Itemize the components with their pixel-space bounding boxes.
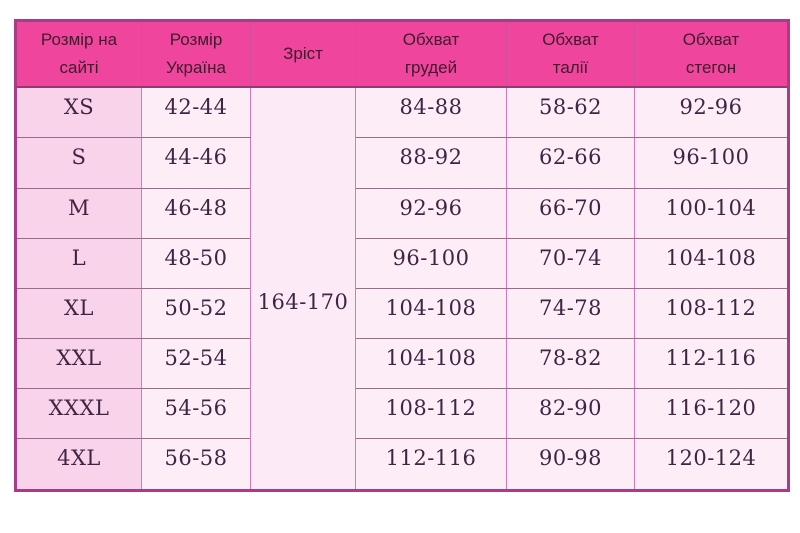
cell-hips: 116-120 [634, 388, 789, 440]
col-header-chest: Обхват грудей [355, 20, 507, 88]
cell-waist: 66-70 [506, 187, 635, 239]
cell-ukraine-size: 56-58 [141, 438, 251, 491]
cell-waist: 82-90 [506, 388, 635, 440]
table-row-xs: XS 42-44 164-170 84-88 58-62 92-96 [15, 86, 789, 491]
cell-hips: 108-112 [634, 287, 789, 339]
cell-hips: 100-104 [634, 187, 789, 239]
cell-hips: 120-124 [634, 438, 789, 491]
col-header-ukraine-size: Розмір Україна [141, 20, 251, 88]
cell-chest: 92-96 [355, 187, 507, 239]
cell-hips: 104-108 [634, 237, 789, 289]
col-header-hips: Обхват стегон [634, 20, 789, 88]
cell-site-size: L [15, 237, 142, 289]
cell-waist: 62-66 [506, 137, 635, 189]
cell-hips: 96-100 [634, 137, 789, 189]
table-row-m: M 46-48 92-96 66-70 100-104 [15, 187, 789, 239]
cell-site-size: 4XL [15, 438, 142, 491]
cell-chest: 104-108 [355, 337, 507, 390]
cell-site-size: XXXL [15, 388, 142, 440]
table-row-4xl: 4XL 56-58 112-116 90-98 120-124 [15, 438, 789, 491]
table-row-xl: XL 50-52 104-108 74-78 108-112 [15, 287, 789, 339]
col-header-site-size: Розмір на сайті [15, 20, 142, 88]
size-chart-table: Розмір на сайті Розмір Україна Зріст Обх… [14, 19, 790, 492]
table-row-l: L 48-50 96-100 70-74 104-108 [15, 237, 789, 289]
cell-chest: 108-112 [355, 388, 507, 440]
cell-ukraine-size: 42-44 [141, 86, 251, 139]
cell-ukraine-size: 48-50 [141, 237, 251, 289]
cell-waist: 70-74 [506, 237, 635, 289]
cell-site-size: XXL [15, 337, 142, 390]
cell-waist: 90-98 [506, 438, 635, 491]
cell-site-size: M [15, 187, 142, 239]
cell-ukraine-size: 50-52 [141, 287, 251, 339]
cell-ukraine-size: 44-46 [141, 137, 251, 189]
col-header-waist: Обхват талії [506, 20, 635, 88]
height-value: 164-170 [257, 290, 349, 314]
cell-waist: 58-62 [506, 86, 635, 139]
cell-waist: 74-78 [506, 287, 635, 339]
cell-chest: 104-108 [355, 287, 507, 339]
cell-height-merged: 164-170 [250, 86, 356, 491]
cell-chest: 96-100 [355, 237, 507, 289]
col-header-height: Зріст [250, 20, 356, 88]
cell-hips: 92-96 [634, 86, 789, 139]
table-row-s: S 44-46 88-92 62-66 96-100 [15, 137, 789, 189]
cell-chest: 88-92 [355, 137, 507, 189]
cell-waist: 78-82 [506, 337, 635, 390]
cell-site-size: XS [15, 86, 142, 139]
cell-chest: 112-116 [355, 438, 507, 491]
cell-chest: 84-88 [355, 86, 507, 139]
table-row-xxl: XXL 52-54 104-108 78-82 112-116 [15, 337, 789, 390]
cell-site-size: S [15, 137, 142, 189]
cell-hips: 112-116 [634, 337, 789, 390]
cell-ukraine-size: 46-48 [141, 187, 251, 239]
cell-ukraine-size: 54-56 [141, 388, 251, 440]
cell-ukraine-size: 52-54 [141, 337, 251, 390]
table-row-xxxl: XXXL 54-56 108-112 82-90 116-120 [15, 388, 789, 440]
cell-site-size: XL [15, 287, 142, 339]
header-row: Розмір на сайті Розмір Україна Зріст Обх… [15, 20, 789, 88]
